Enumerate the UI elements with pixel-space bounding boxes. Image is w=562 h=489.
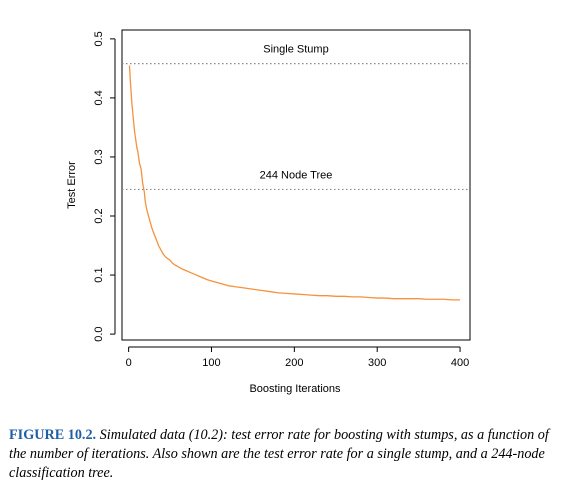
x-axis: 0 100 200 300 400 [126, 346, 469, 369]
reference-line-label: 244 Node Tree [260, 169, 333, 181]
y-axis-title: Test Error [66, 161, 78, 209]
x-tick-label: 400 [451, 357, 469, 369]
y-tick-label: 0.5 [93, 31, 105, 46]
y-axis: 0.0 0.1 0.2 0.3 0.4 0.5 [93, 31, 116, 342]
y-tick-label: 0.3 [93, 149, 105, 164]
series-group [128, 65, 461, 301]
x-tick-label: 200 [285, 357, 303, 369]
caption-text: Simulated data (10.2): test error rate f… [9, 427, 549, 481]
test-error-line [128, 65, 461, 301]
x-tick-label: 300 [368, 357, 386, 369]
x-tick-label: 0 [126, 357, 132, 369]
plot-frame [121, 29, 471, 341]
reference-line-label: Single Stump [263, 44, 328, 56]
figure-caption: FIGURE 10.2. Simulated data (10.2): test… [9, 426, 557, 483]
y-tick-label: 0.2 [93, 208, 105, 223]
y-tick-label: 0.4 [93, 90, 105, 105]
x-tick-label: 100 [202, 357, 220, 369]
reference-lines: Single Stump 244 Node Tree [122, 44, 470, 191]
caption-label: FIGURE 10.2. [9, 427, 97, 443]
x-axis-title: Boosting Iterations [249, 383, 341, 395]
y-tick-label: 0.0 [93, 326, 105, 341]
y-tick-label: 0.1 [93, 267, 105, 282]
